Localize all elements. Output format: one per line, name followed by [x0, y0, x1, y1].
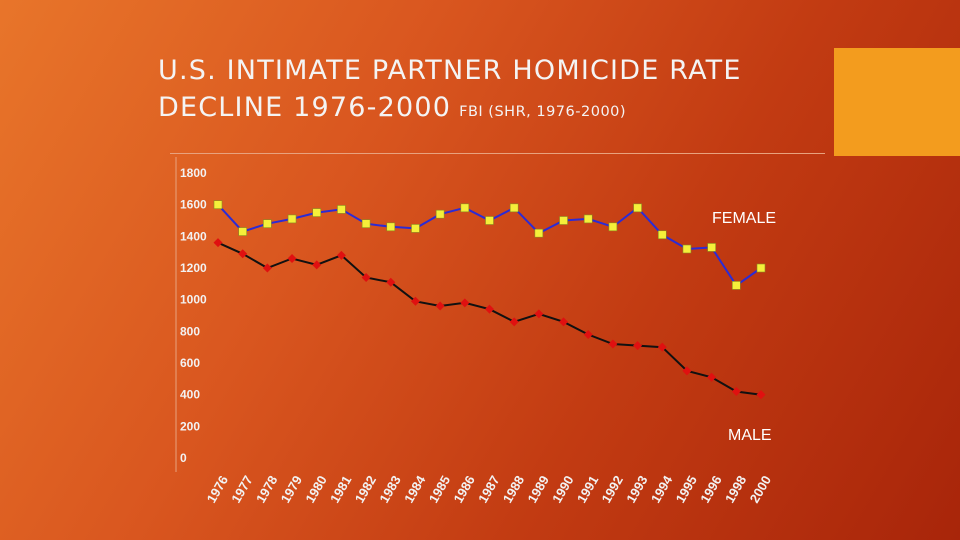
y-tick-label: 1600 — [180, 198, 207, 212]
data-point-male — [410, 296, 420, 306]
data-point-female — [460, 203, 470, 213]
data-point-female — [707, 243, 716, 252]
series-labels: FEMALE MALE — [712, 210, 776, 444]
x-tick-label: 1981 — [327, 473, 354, 506]
female-series-label: FEMALE — [712, 210, 776, 227]
x-tick-label: 1982 — [352, 473, 379, 506]
data-point-female — [213, 200, 223, 209]
data-point-male — [238, 249, 248, 259]
title-line-2-text: DECLINE 1976-2000 — [158, 92, 452, 123]
title-line-2: DECLINE 1976-2000 FBI (SHR, 1976-2000) — [158, 89, 742, 131]
title-source: FBI (SHR, 1976-2000) — [459, 104, 627, 120]
accent-box — [834, 48, 960, 156]
x-tick-label: 1983 — [376, 473, 403, 506]
series-line-male — [217, 241, 762, 396]
data-point-male — [361, 273, 371, 282]
x-tick-label: 1988 — [500, 473, 527, 506]
x-tick-label: 1984 — [401, 472, 429, 505]
chart-series — [213, 200, 766, 400]
y-tick-label: 600 — [180, 356, 200, 370]
x-tick-label: 1992 — [599, 473, 626, 506]
title-line-1: U.S. INTIMATE PARTNER HOMICIDE RATE — [158, 55, 742, 86]
data-point-male — [559, 317, 569, 327]
x-tick-label: 1978 — [253, 473, 280, 506]
x-tick-label: 2000 — [747, 473, 774, 506]
x-tick-label: 1990 — [549, 473, 576, 506]
data-point-male — [583, 330, 593, 339]
x-tick-label: 1979 — [278, 473, 305, 506]
data-point-male — [262, 263, 272, 273]
y-tick-label: 1200 — [180, 261, 207, 275]
data-point-female — [263, 219, 272, 228]
data-point-female — [583, 214, 593, 224]
title-divider — [170, 153, 825, 154]
data-point-male — [460, 298, 470, 308]
data-point-male — [213, 238, 223, 248]
slide-title: U.S. INTIMATE PARTNER HOMICIDE RATE DECL… — [158, 52, 742, 131]
data-point-female — [238, 227, 247, 236]
data-point-male — [657, 342, 667, 352]
data-point-male — [485, 304, 494, 314]
data-point-female — [559, 216, 568, 225]
data-point-female — [386, 222, 396, 232]
x-tick-label: 1985 — [426, 473, 453, 506]
x-tick-label: 1976 — [204, 473, 231, 506]
x-tick-label: 1980 — [302, 473, 329, 506]
data-point-female — [485, 216, 494, 225]
data-point-male — [756, 390, 766, 400]
x-axis-ticks: 1976197719781979198019811982198319841985… — [204, 472, 774, 505]
data-point-female — [287, 214, 297, 224]
data-point-male — [509, 317, 519, 327]
data-point-female — [732, 281, 741, 290]
data-point-male — [435, 301, 445, 311]
data-point-male — [682, 366, 692, 376]
data-point-female — [756, 263, 766, 273]
data-point-female — [509, 203, 519, 213]
data-point-male — [336, 250, 346, 260]
x-tick-label: 1989 — [524, 473, 551, 506]
y-tick-label: 800 — [180, 324, 200, 338]
x-tick-label: 1991 — [574, 473, 601, 506]
data-point-male — [707, 372, 717, 382]
y-tick-label: 400 — [180, 388, 200, 402]
data-point-female — [361, 219, 371, 228]
data-point-female — [337, 205, 346, 214]
y-tick-label: 1000 — [180, 293, 207, 307]
y-tick-label: 0 — [180, 451, 187, 465]
x-tick-label: 1987 — [475, 473, 502, 506]
data-point-male — [608, 339, 618, 349]
y-axis-ticks: 0 200 400 600 800 1000 1200 1400 1600 1800 — [180, 166, 207, 465]
data-point-female — [411, 224, 420, 233]
data-point-male — [731, 387, 741, 396]
male-series-label: MALE — [728, 427, 772, 444]
x-tick-label: 1977 — [228, 473, 255, 506]
x-tick-label: 1998 — [722, 473, 749, 506]
y-tick-label: 1400 — [180, 229, 207, 243]
x-tick-label: 1994 — [648, 472, 676, 505]
data-point-male — [386, 277, 396, 287]
data-point-male — [633, 341, 643, 351]
y-tick-label: 200 — [180, 419, 200, 433]
data-point-female — [312, 208, 322, 217]
x-tick-label: 1995 — [673, 473, 700, 506]
data-point-female — [682, 244, 692, 254]
data-point-female — [608, 222, 618, 232]
data-point-male — [287, 254, 297, 263]
x-tick-label: 1996 — [697, 473, 724, 506]
x-tick-label: 1986 — [450, 473, 477, 506]
data-point-female — [633, 203, 642, 213]
x-tick-label: 1993 — [623, 473, 650, 506]
data-point-female — [435, 209, 445, 219]
data-point-female — [534, 228, 544, 238]
y-tick-label: 1800 — [180, 166, 207, 180]
data-point-male — [534, 309, 544, 319]
data-point-female — [657, 230, 667, 240]
data-point-male — [312, 260, 322, 270]
